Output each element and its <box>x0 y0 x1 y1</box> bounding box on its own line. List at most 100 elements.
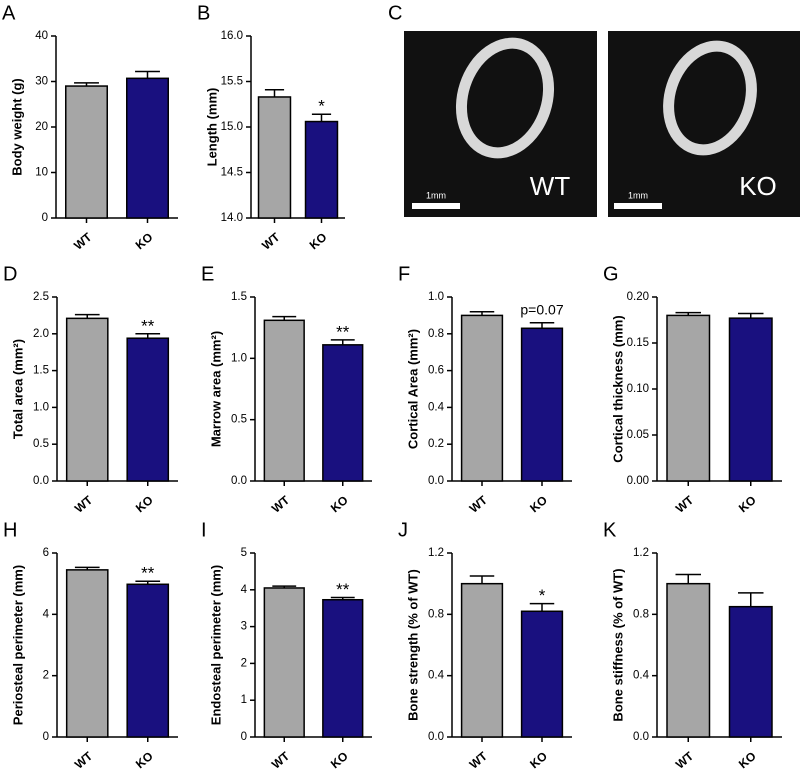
y-tick-label: 0 <box>241 731 247 743</box>
significance-label: * <box>539 586 546 605</box>
bar <box>666 582 711 738</box>
image-label: KO <box>739 171 777 201</box>
significance-label: ** <box>336 322 350 341</box>
y-tick-label: 6 <box>43 547 49 559</box>
significance-label: * <box>318 97 325 116</box>
bar <box>666 314 711 482</box>
y-tick-label: 1.0 <box>231 352 247 364</box>
bar <box>65 85 108 219</box>
bar <box>126 337 170 482</box>
x-tick-label: KO <box>307 230 330 252</box>
y-tick-label: 0.0 <box>428 731 444 743</box>
bar <box>263 587 305 738</box>
x-tick-label: KO <box>328 749 351 770</box>
panel-letter: C <box>388 2 402 24</box>
y-tick-label: 0.0 <box>231 475 247 487</box>
panel-letter: E <box>201 263 214 285</box>
y-tick-label: 0.0 <box>428 475 444 487</box>
y-axis-label: Length (mm) <box>204 88 219 167</box>
y-tick-label: 4 <box>241 584 248 596</box>
y-axis-label: Endosteal perimeter (mm) <box>208 565 223 725</box>
y-tick-label: 0.8 <box>428 328 444 340</box>
y-axis-label: Marrow area (mm²) <box>208 331 223 447</box>
y-tick-label: 1.0 <box>428 291 444 303</box>
y-tick-label: 16.0 <box>221 30 243 42</box>
significance-label: ** <box>141 316 155 335</box>
y-tick-label: 30 <box>35 76 48 88</box>
y-tick-label: 0.6 <box>428 365 444 377</box>
bar <box>460 582 504 738</box>
x-tick-label: WT <box>72 749 96 770</box>
y-tick-label: 2 <box>43 670 49 682</box>
y-tick-label: 0.2 <box>428 438 444 450</box>
x-tick-label: WT <box>259 230 283 253</box>
significance-label: ** <box>336 580 350 599</box>
bar <box>126 583 170 738</box>
y-tick-label: 0.5 <box>33 438 49 450</box>
bar <box>126 77 169 219</box>
x-tick-label: KO <box>527 493 550 515</box>
y-tick-label: 0 <box>43 731 49 743</box>
bar <box>520 327 564 482</box>
y-tick-label: 1 <box>241 694 247 706</box>
y-tick-label: 5 <box>241 547 247 559</box>
panel-letter: I <box>201 519 207 541</box>
y-axis-label: Cortical thickness (mm) <box>610 315 625 462</box>
image-background <box>608 31 800 217</box>
y-tick-label: 0.05 <box>627 429 649 441</box>
x-tick-label: KO <box>736 493 759 515</box>
panel-letter: K <box>603 519 617 541</box>
bar <box>520 610 564 738</box>
y-axis-label: Bone stiffness (% of WT) <box>610 568 625 721</box>
bar <box>728 317 773 482</box>
bar <box>304 120 339 219</box>
significance-label: p=0.07 <box>520 301 563 317</box>
scale-bar <box>412 203 460 209</box>
ct-image: 1mm WT <box>404 31 597 217</box>
y-tick-label: 0.0 <box>633 731 649 743</box>
y-tick-label: 0.8 <box>633 608 649 620</box>
y-tick-label: 15.5 <box>221 76 243 88</box>
bar <box>65 317 109 482</box>
scale-bar <box>614 203 662 209</box>
bar <box>322 344 364 482</box>
bone-ring <box>663 40 757 156</box>
y-tick-label: 1.5 <box>33 365 49 377</box>
x-tick-label: WT <box>72 493 96 516</box>
y-tick-label: 0 <box>42 212 48 224</box>
y-tick-label: 0.4 <box>428 401 445 413</box>
y-tick-label: 14.0 <box>221 212 243 224</box>
y-axis-label: Body weight (g) <box>9 78 24 176</box>
significance-label: ** <box>141 564 155 583</box>
x-tick-label: WT <box>467 493 491 516</box>
x-tick-label: WT <box>71 230 95 253</box>
y-tick-label: 0.10 <box>627 383 649 395</box>
y-tick-label: 15.0 <box>221 121 243 133</box>
y-axis-label: Cortical Area (mm²) <box>405 329 420 449</box>
bar <box>263 319 305 482</box>
bar <box>322 598 364 738</box>
bar <box>65 569 109 738</box>
panel-letter: D <box>3 263 17 285</box>
y-tick-label: 1.2 <box>428 547 444 559</box>
scale-label: 1mm <box>628 190 648 200</box>
x-tick-label: KO <box>328 493 351 515</box>
bar <box>728 605 773 738</box>
bone-ring <box>455 37 555 159</box>
y-tick-label: 20 <box>35 121 48 133</box>
panel-letter: H <box>3 519 17 541</box>
y-tick-label: 1.0 <box>33 401 49 413</box>
ct-image: 1mm KO <box>608 31 800 217</box>
y-tick-label: 10 <box>35 167 48 179</box>
y-tick-label: 4 <box>43 608 50 620</box>
x-tick-label: WT <box>269 749 293 770</box>
x-tick-label: WT <box>673 749 697 770</box>
y-axis-label: Periosteal perimeter (mm) <box>10 565 25 725</box>
panel-letter: B <box>197 2 210 24</box>
x-tick-label: WT <box>673 493 697 516</box>
y-tick-label: 0.15 <box>627 337 649 349</box>
bar <box>257 96 292 219</box>
y-tick-label: 40 <box>35 30 48 42</box>
x-tick-label: WT <box>467 749 491 770</box>
